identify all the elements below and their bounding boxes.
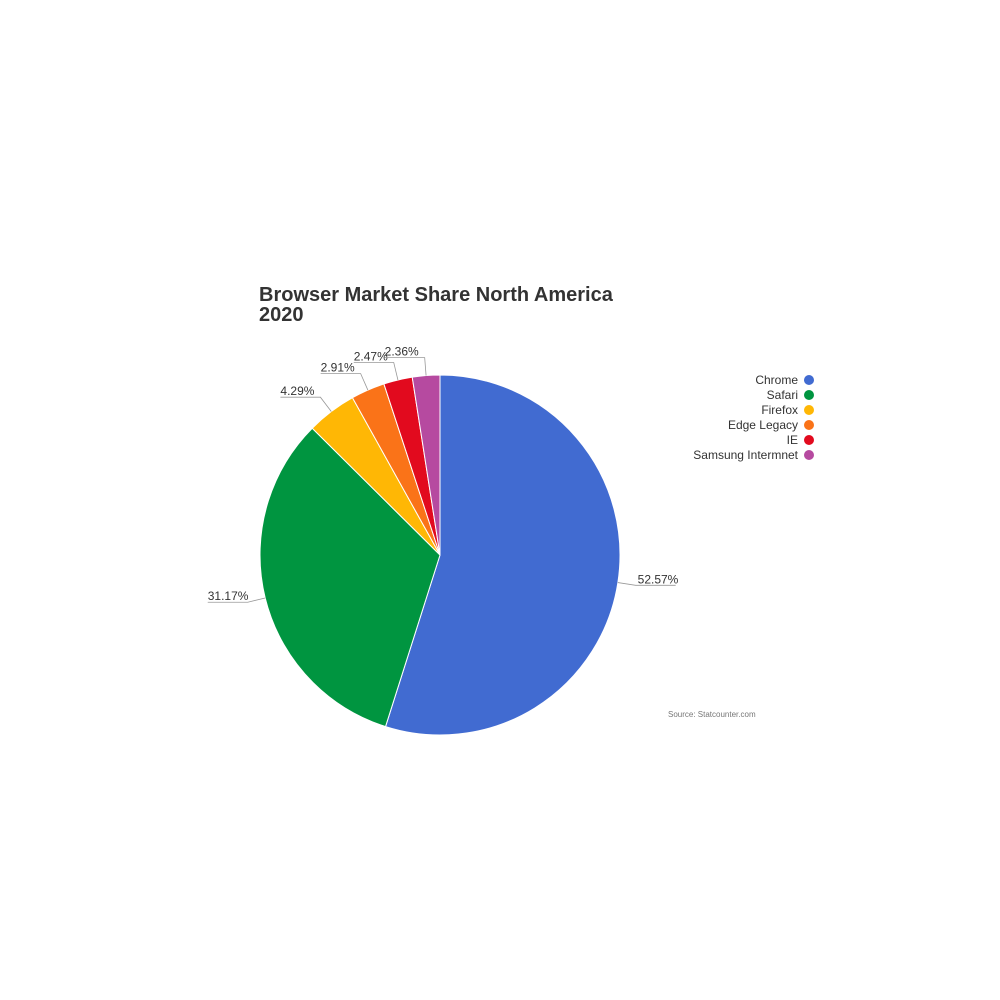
value-label-ie: 2.47% (354, 349, 388, 363)
source-note: Source: Statcounter.com (668, 710, 756, 719)
value-label-safari: 31.17% (208, 589, 249, 603)
value-label-chrome: 52.57% (638, 572, 679, 586)
callout-line-edge-legacy (320, 373, 369, 391)
legend-marker-samsung-intermnet (804, 450, 814, 460)
pie-callouts: 52.57% 31.17% 4.29% 2.91%2.47%2.36% (207, 345, 679, 603)
chart-title-line-1: Browser Market Share North America (259, 284, 614, 306)
legend-marker-firefox (804, 405, 814, 415)
legend-marker-chrome (804, 375, 814, 385)
legend-label-edge-legacy: Edge Legacy (728, 418, 798, 432)
legend-label-firefox: Firefox (761, 403, 798, 417)
value-label-edge-legacy: 2.91% (321, 361, 355, 375)
callout-line-safari (207, 597, 266, 603)
legend-label-samsung-intermnet: Samsung Intermnet (693, 448, 798, 462)
callout-line-samsung-intermnet (384, 357, 427, 376)
chart-title-line-2: 2020 (259, 304, 304, 326)
callout-line-chrome (617, 582, 676, 586)
callout-line-firefox (280, 396, 332, 412)
legend-label-ie: IE (787, 433, 798, 447)
legend-marker-safari (804, 390, 814, 400)
legend-label-chrome: Chrome (755, 373, 798, 387)
pie-slices (259, 374, 621, 736)
legend-marker-ie (804, 435, 814, 445)
legend-label-safari: Safari (767, 388, 798, 402)
value-label-firefox: 4.29% (280, 384, 314, 398)
callout-line-ie (353, 362, 399, 381)
value-label-samsung-intermnet: 2.36% (385, 345, 419, 359)
legend-marker-edge-legacy (804, 420, 814, 430)
pie-slice-safari (259, 427, 441, 728)
